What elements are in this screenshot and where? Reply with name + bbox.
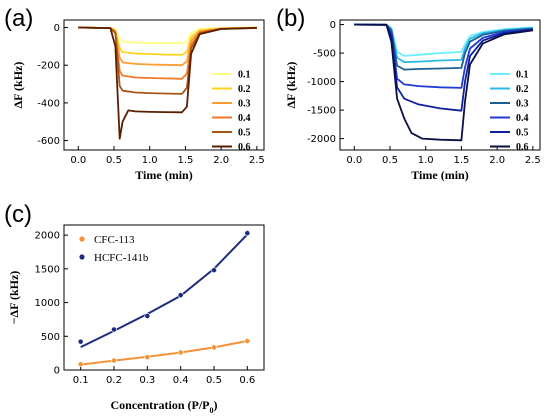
y-tick-label: 1500: [35, 264, 60, 275]
data-point: [144, 313, 151, 319]
legend-label: 0.4: [238, 113, 251, 124]
fit-line-HCFC-141b: [80, 233, 249, 348]
x-tick-label: 1.5: [177, 155, 193, 166]
data-point: [111, 326, 117, 333]
y-tick-label: -1000: [307, 77, 336, 88]
y-tick-label: 2000: [35, 231, 60, 242]
series-line-0.4: [78, 26, 257, 80]
y-tick-label: 1000: [35, 298, 60, 309]
legend-label: 0.2: [516, 84, 529, 95]
fit-line-CFC-113: [80, 340, 248, 366]
series-line-0.5: [78, 26, 257, 95]
y-tick-label: -500: [313, 49, 336, 60]
legend-label: 0.6: [516, 142, 529, 153]
y-axis-title: ΔF (kHz): [284, 62, 298, 109]
x-tick-label: 2.0: [213, 155, 229, 166]
data-point: [211, 344, 217, 351]
data-point: [144, 354, 151, 361]
chart-b: 0.0 0.5 1.0 1.5 2.0 2.5 0 -500 -1000 -1500 -2000 Ti…: [284, 19, 541, 182]
y-tick-label: -400: [37, 98, 60, 109]
legend-label: 0.6: [238, 142, 251, 153]
legend-marker: [79, 236, 85, 242]
series-line-0.5: [354, 23, 534, 112]
x-tick-label: 0.5: [206, 375, 222, 386]
x-tick-label: 0.0: [70, 155, 86, 166]
data-point: [211, 267, 217, 274]
panel-label-c: (c): [4, 201, 32, 228]
x-tick-label: 0.5: [106, 155, 122, 166]
y-axis-title: −ΔF (kHz): [7, 271, 21, 325]
series-line-0.1: [78, 26, 257, 45]
data-point: [77, 361, 84, 368]
x-tick-label: 0.6: [239, 375, 255, 386]
legend-label: 0.3: [238, 99, 251, 110]
plot-frame: [63, 224, 265, 371]
legend-label: CFC-113: [94, 234, 135, 246]
legend-marker: [79, 254, 85, 260]
chart-a: 0.0 0.5 1.0 1.5 2.0 2.5 0 -200 -400 -600 Time (min…: [11, 19, 265, 182]
y-tick-label: 0: [54, 366, 60, 377]
panel-label-b: (b): [276, 5, 305, 32]
data-point: [244, 338, 251, 344]
x-tick-label: 2.0: [489, 155, 505, 166]
x-tick-label: 0.0: [346, 155, 362, 166]
y-axis-title: ΔF (kHz): [11, 62, 25, 109]
data-point: [77, 338, 84, 345]
y-tick-label: -1500: [307, 106, 336, 117]
y-tick-label: 0: [330, 20, 336, 31]
x-tick-label: 0.4: [173, 375, 189, 386]
legend-label: 0.1: [516, 70, 529, 81]
y-tick-label: 0: [54, 23, 60, 34]
legend-label: 0.5: [516, 128, 529, 139]
x-axis-title: Concentration (P/P0): [111, 398, 218, 415]
series-line-0.2: [78, 26, 257, 56]
series-line-0.3: [78, 26, 257, 67]
plot-frame: [339, 19, 541, 151]
legend-label: 0.3: [516, 99, 529, 110]
plot-frame: [63, 19, 265, 151]
x-tick-label: 0.2: [106, 375, 122, 386]
x-tick-label: 1.5: [453, 155, 469, 166]
panel-label-a: (a): [4, 5, 33, 32]
x-tick-label: 0.5: [382, 155, 398, 166]
series-line-0.6: [354, 23, 534, 142]
series-line-0.4: [354, 23, 533, 89]
data-point: [177, 292, 184, 299]
y-tick-label: 500: [41, 332, 60, 343]
data-point: [177, 349, 184, 356]
legend-label: 0.4: [516, 113, 529, 124]
chart-c: 0.1 0.2 0.3 0.4 0.5 0.6 0 500 1000 1500 2000 Concen…: [7, 224, 265, 415]
x-tick-label: 1.0: [142, 155, 158, 166]
legend-label: 0.2: [238, 84, 251, 95]
series-line-0.6: [78, 26, 257, 140]
x-axis-title: Time (min): [135, 168, 192, 182]
x-tick-label: 2.5: [249, 155, 265, 166]
series-line-0.3: [354, 23, 533, 71]
data-point: [244, 230, 251, 236]
data-point: [111, 357, 117, 364]
x-tick-label: 0.3: [139, 375, 155, 386]
x-tick-label: 2.5: [525, 155, 541, 166]
legend-label: 0.5: [238, 128, 251, 139]
legend-label: 0.1: [238, 70, 251, 81]
x-axis-title: Time (min): [411, 168, 468, 182]
y-tick-label: -2000: [307, 134, 336, 145]
x-tick-label: 0.1: [73, 375, 89, 386]
y-tick-label: -200: [37, 61, 60, 72]
x-tick-label: 1.0: [418, 155, 434, 166]
legend-label: HCFC-141b: [94, 252, 149, 264]
y-tick-label: -600: [37, 136, 60, 147]
